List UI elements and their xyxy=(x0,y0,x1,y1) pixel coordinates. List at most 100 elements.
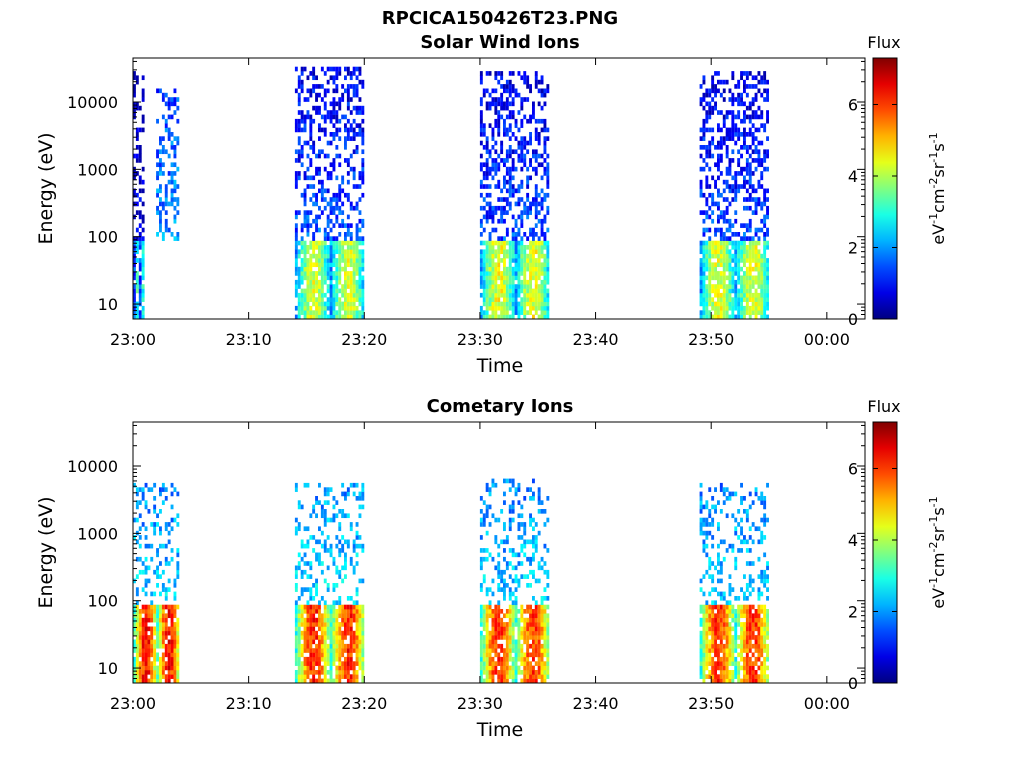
heatmap-cell xyxy=(479,643,483,649)
heatmap-cell xyxy=(754,526,758,532)
heatmap-cell xyxy=(540,249,544,255)
heatmap-cell xyxy=(318,214,321,220)
heatmap-cell xyxy=(532,574,535,579)
heatmap-cell xyxy=(766,92,769,98)
heatmap-cell xyxy=(335,288,339,294)
heatmap-cell xyxy=(341,535,345,540)
heatmap-cell xyxy=(540,670,544,675)
heatmap-cell xyxy=(508,639,512,645)
heatmap-cell xyxy=(346,630,350,636)
heatmap-cell xyxy=(349,635,353,640)
heatmap-cell xyxy=(159,201,162,207)
heatmap-cell xyxy=(497,635,501,640)
heatmap-cell xyxy=(485,271,489,276)
heatmap-cell xyxy=(705,101,709,107)
heatmap-cell xyxy=(482,184,486,189)
heatmap-cell xyxy=(361,617,365,623)
heatmap-cell xyxy=(497,670,501,675)
heatmap-cell xyxy=(294,245,298,250)
heatmap-cell xyxy=(722,556,726,562)
heatmap-cell xyxy=(144,482,148,488)
heatmap-cell xyxy=(705,266,709,272)
heatmap-cell xyxy=(728,88,732,94)
heatmap-cell xyxy=(500,284,504,289)
heatmap-cell xyxy=(488,288,492,294)
heatmap-cell xyxy=(332,556,336,562)
heatmap-cell xyxy=(520,249,524,255)
heatmap-cell xyxy=(751,114,755,120)
heatmap-cell xyxy=(167,661,171,666)
heatmap-cell xyxy=(728,591,732,597)
heatmap-cell xyxy=(757,227,761,233)
heatmap-cell xyxy=(150,665,154,671)
heatmap-cell xyxy=(294,288,298,294)
heatmap-cell xyxy=(479,609,483,614)
heatmap-cell xyxy=(173,145,177,150)
heatmap-cell xyxy=(503,245,506,250)
heatmap-cell xyxy=(532,314,535,320)
heatmap-cell xyxy=(167,179,171,185)
heatmap-cell xyxy=(491,314,495,320)
heatmap-cell xyxy=(335,665,339,671)
heatmap-cell xyxy=(320,314,324,320)
heatmap-cell xyxy=(352,665,356,671)
heatmap-cell xyxy=(344,556,347,562)
heatmap-cell xyxy=(708,670,712,675)
heatmap-cell xyxy=(508,301,512,307)
heatmap-cell xyxy=(754,188,758,194)
heatmap-cell xyxy=(335,583,339,588)
heatmap-cell xyxy=(306,648,310,653)
heatmap-cell xyxy=(349,604,353,610)
heatmap-cell xyxy=(332,192,336,198)
heatmap-cell xyxy=(167,127,171,133)
heatmap-cell xyxy=(176,552,180,558)
heatmap-cell xyxy=(520,630,524,636)
heatmap-cell xyxy=(138,279,142,285)
heatmap-cell xyxy=(731,678,735,684)
heatmap-cell xyxy=(546,205,550,211)
heatmap-cell xyxy=(341,97,345,102)
heatmap-cell xyxy=(344,253,347,259)
heatmap-cell xyxy=(500,214,504,220)
heatmap-cell xyxy=(150,630,154,636)
heatmap-cell xyxy=(711,561,715,566)
heatmap-cell xyxy=(144,526,148,532)
heatmap-cell xyxy=(170,661,174,666)
heatmap-cell xyxy=(754,310,758,315)
heatmap-cell xyxy=(164,561,168,566)
heatmap-cell xyxy=(705,88,709,94)
heatmap-cell xyxy=(508,184,512,189)
heatmap-cell xyxy=(147,652,151,658)
heatmap-cell xyxy=(485,266,489,272)
heatmap-cell xyxy=(300,297,304,302)
heatmap-cell xyxy=(135,227,139,233)
heatmap-cell xyxy=(323,491,327,497)
heatmap-cell xyxy=(751,249,755,255)
heatmap-cell xyxy=(303,552,307,558)
heatmap-cell xyxy=(358,310,362,315)
heatmap-cell xyxy=(717,556,720,562)
heatmap-cell xyxy=(734,132,738,137)
heatmap-cell xyxy=(763,674,767,679)
heatmap-cell xyxy=(537,266,541,272)
heatmap-cell xyxy=(537,201,541,207)
heatmap-cell xyxy=(766,578,769,584)
heatmap-cell xyxy=(141,617,145,623)
heatmap-cell xyxy=(485,214,489,220)
heatmap-cell xyxy=(329,266,333,272)
heatmap-cell xyxy=(344,656,347,662)
heatmap-cell xyxy=(500,539,504,545)
heatmap-cell xyxy=(497,652,501,658)
heatmap-cell xyxy=(543,661,547,666)
heatmap-cell xyxy=(751,253,755,259)
heatmap-cell xyxy=(170,504,174,510)
heatmap-cell xyxy=(737,670,741,675)
heatmap-cell xyxy=(537,661,541,666)
heatmap-cell xyxy=(748,574,752,579)
heatmap-cell xyxy=(358,284,362,289)
heatmap-cell xyxy=(173,218,177,224)
heatmap-cell xyxy=(338,192,342,198)
heatmap-cell xyxy=(309,132,313,137)
heatmap-cell xyxy=(176,491,180,497)
heatmap-cell xyxy=(751,210,755,215)
